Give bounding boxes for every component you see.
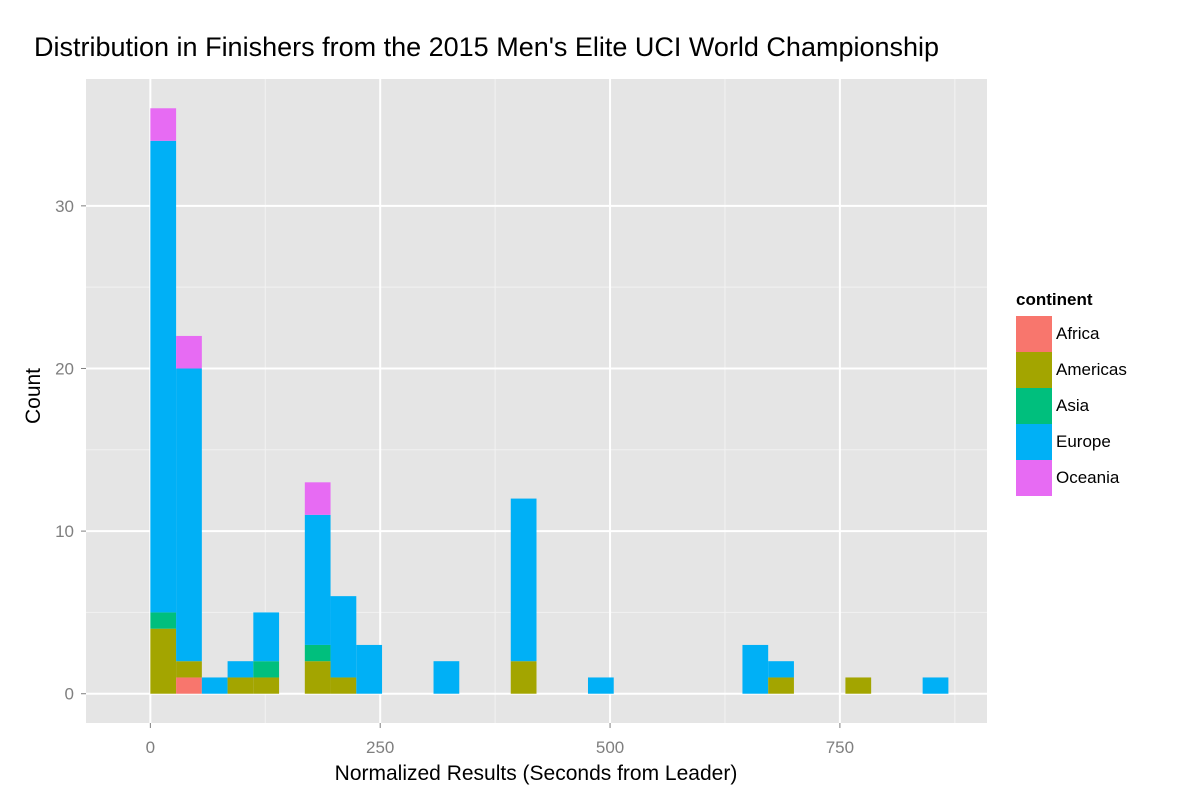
bar-europe xyxy=(922,677,949,694)
bar-asia xyxy=(304,644,331,662)
bar-europe xyxy=(768,661,794,678)
y-axis-title: Count xyxy=(22,368,45,424)
x-tick-label: 500 xyxy=(596,738,624,757)
legend-swatch xyxy=(1016,388,1052,424)
bar-americas xyxy=(768,677,794,694)
y-tick-label: 20 xyxy=(55,359,74,378)
legend-swatch xyxy=(1016,424,1052,460)
bar-europe xyxy=(510,498,537,662)
bar-americas xyxy=(227,677,254,694)
x-axis-title: Normalized Results (Seconds from Leader) xyxy=(335,762,738,785)
bar-europe xyxy=(227,661,254,678)
bar-oceania xyxy=(150,108,177,141)
legend-item-africa: Africa xyxy=(1016,316,1127,352)
bar-europe xyxy=(304,514,331,645)
axes: 0 250 500 750 0 10 20 30 xyxy=(55,197,854,757)
bar-europe xyxy=(742,644,769,694)
bar-oceania xyxy=(176,335,202,369)
bar-europe xyxy=(253,612,280,662)
legend-label: Asia xyxy=(1056,396,1090,415)
bar-oceania xyxy=(304,482,331,515)
bar-europe xyxy=(356,644,383,694)
bar-europe xyxy=(176,368,202,662)
y-tick-label: 10 xyxy=(55,522,74,541)
legend-item-asia: Asia xyxy=(1016,388,1127,424)
legend-item-europe: Europe xyxy=(1016,424,1127,460)
bar-asia xyxy=(150,612,177,629)
bar-americas xyxy=(845,677,872,694)
bar-asia xyxy=(253,661,280,678)
bar-americas xyxy=(150,628,177,694)
bars xyxy=(150,108,949,694)
bar-americas xyxy=(510,661,537,694)
legend: continent Africa Americas Asia Europe Oceani… xyxy=(1016,290,1127,496)
legend-items: Africa Americas Asia Europe Oceania xyxy=(1016,316,1127,496)
legend-label: Africa xyxy=(1056,324,1100,343)
bar-africa xyxy=(176,677,202,694)
bar-americas xyxy=(330,677,357,694)
bar-europe xyxy=(150,140,177,613)
bar-americas xyxy=(253,677,280,694)
legend-label: Americas xyxy=(1056,360,1127,379)
legend-swatch xyxy=(1016,352,1052,388)
y-tick-label: 0 xyxy=(65,685,74,704)
chart-title: Distribution in Finishers from the 2015 … xyxy=(34,32,940,62)
legend-label: Europe xyxy=(1056,432,1111,451)
bar-europe xyxy=(587,677,614,694)
bar-americas xyxy=(176,661,202,678)
legend-title: continent xyxy=(1016,290,1093,309)
y-tick-label: 30 xyxy=(55,197,74,216)
legend-swatch xyxy=(1016,316,1052,352)
legend-item-oceania: Oceania xyxy=(1016,460,1127,496)
x-tick-label: 750 xyxy=(826,738,854,757)
x-tick-label: 0 xyxy=(146,738,155,757)
legend-swatch xyxy=(1016,460,1052,496)
legend-item-americas: Americas xyxy=(1016,352,1127,388)
bar-europe xyxy=(330,596,357,678)
x-tick-label: 250 xyxy=(366,738,394,757)
legend-label: Oceania xyxy=(1056,468,1120,487)
bar-americas xyxy=(304,661,331,694)
bar-europe xyxy=(433,661,460,694)
bar-europe xyxy=(201,677,228,694)
